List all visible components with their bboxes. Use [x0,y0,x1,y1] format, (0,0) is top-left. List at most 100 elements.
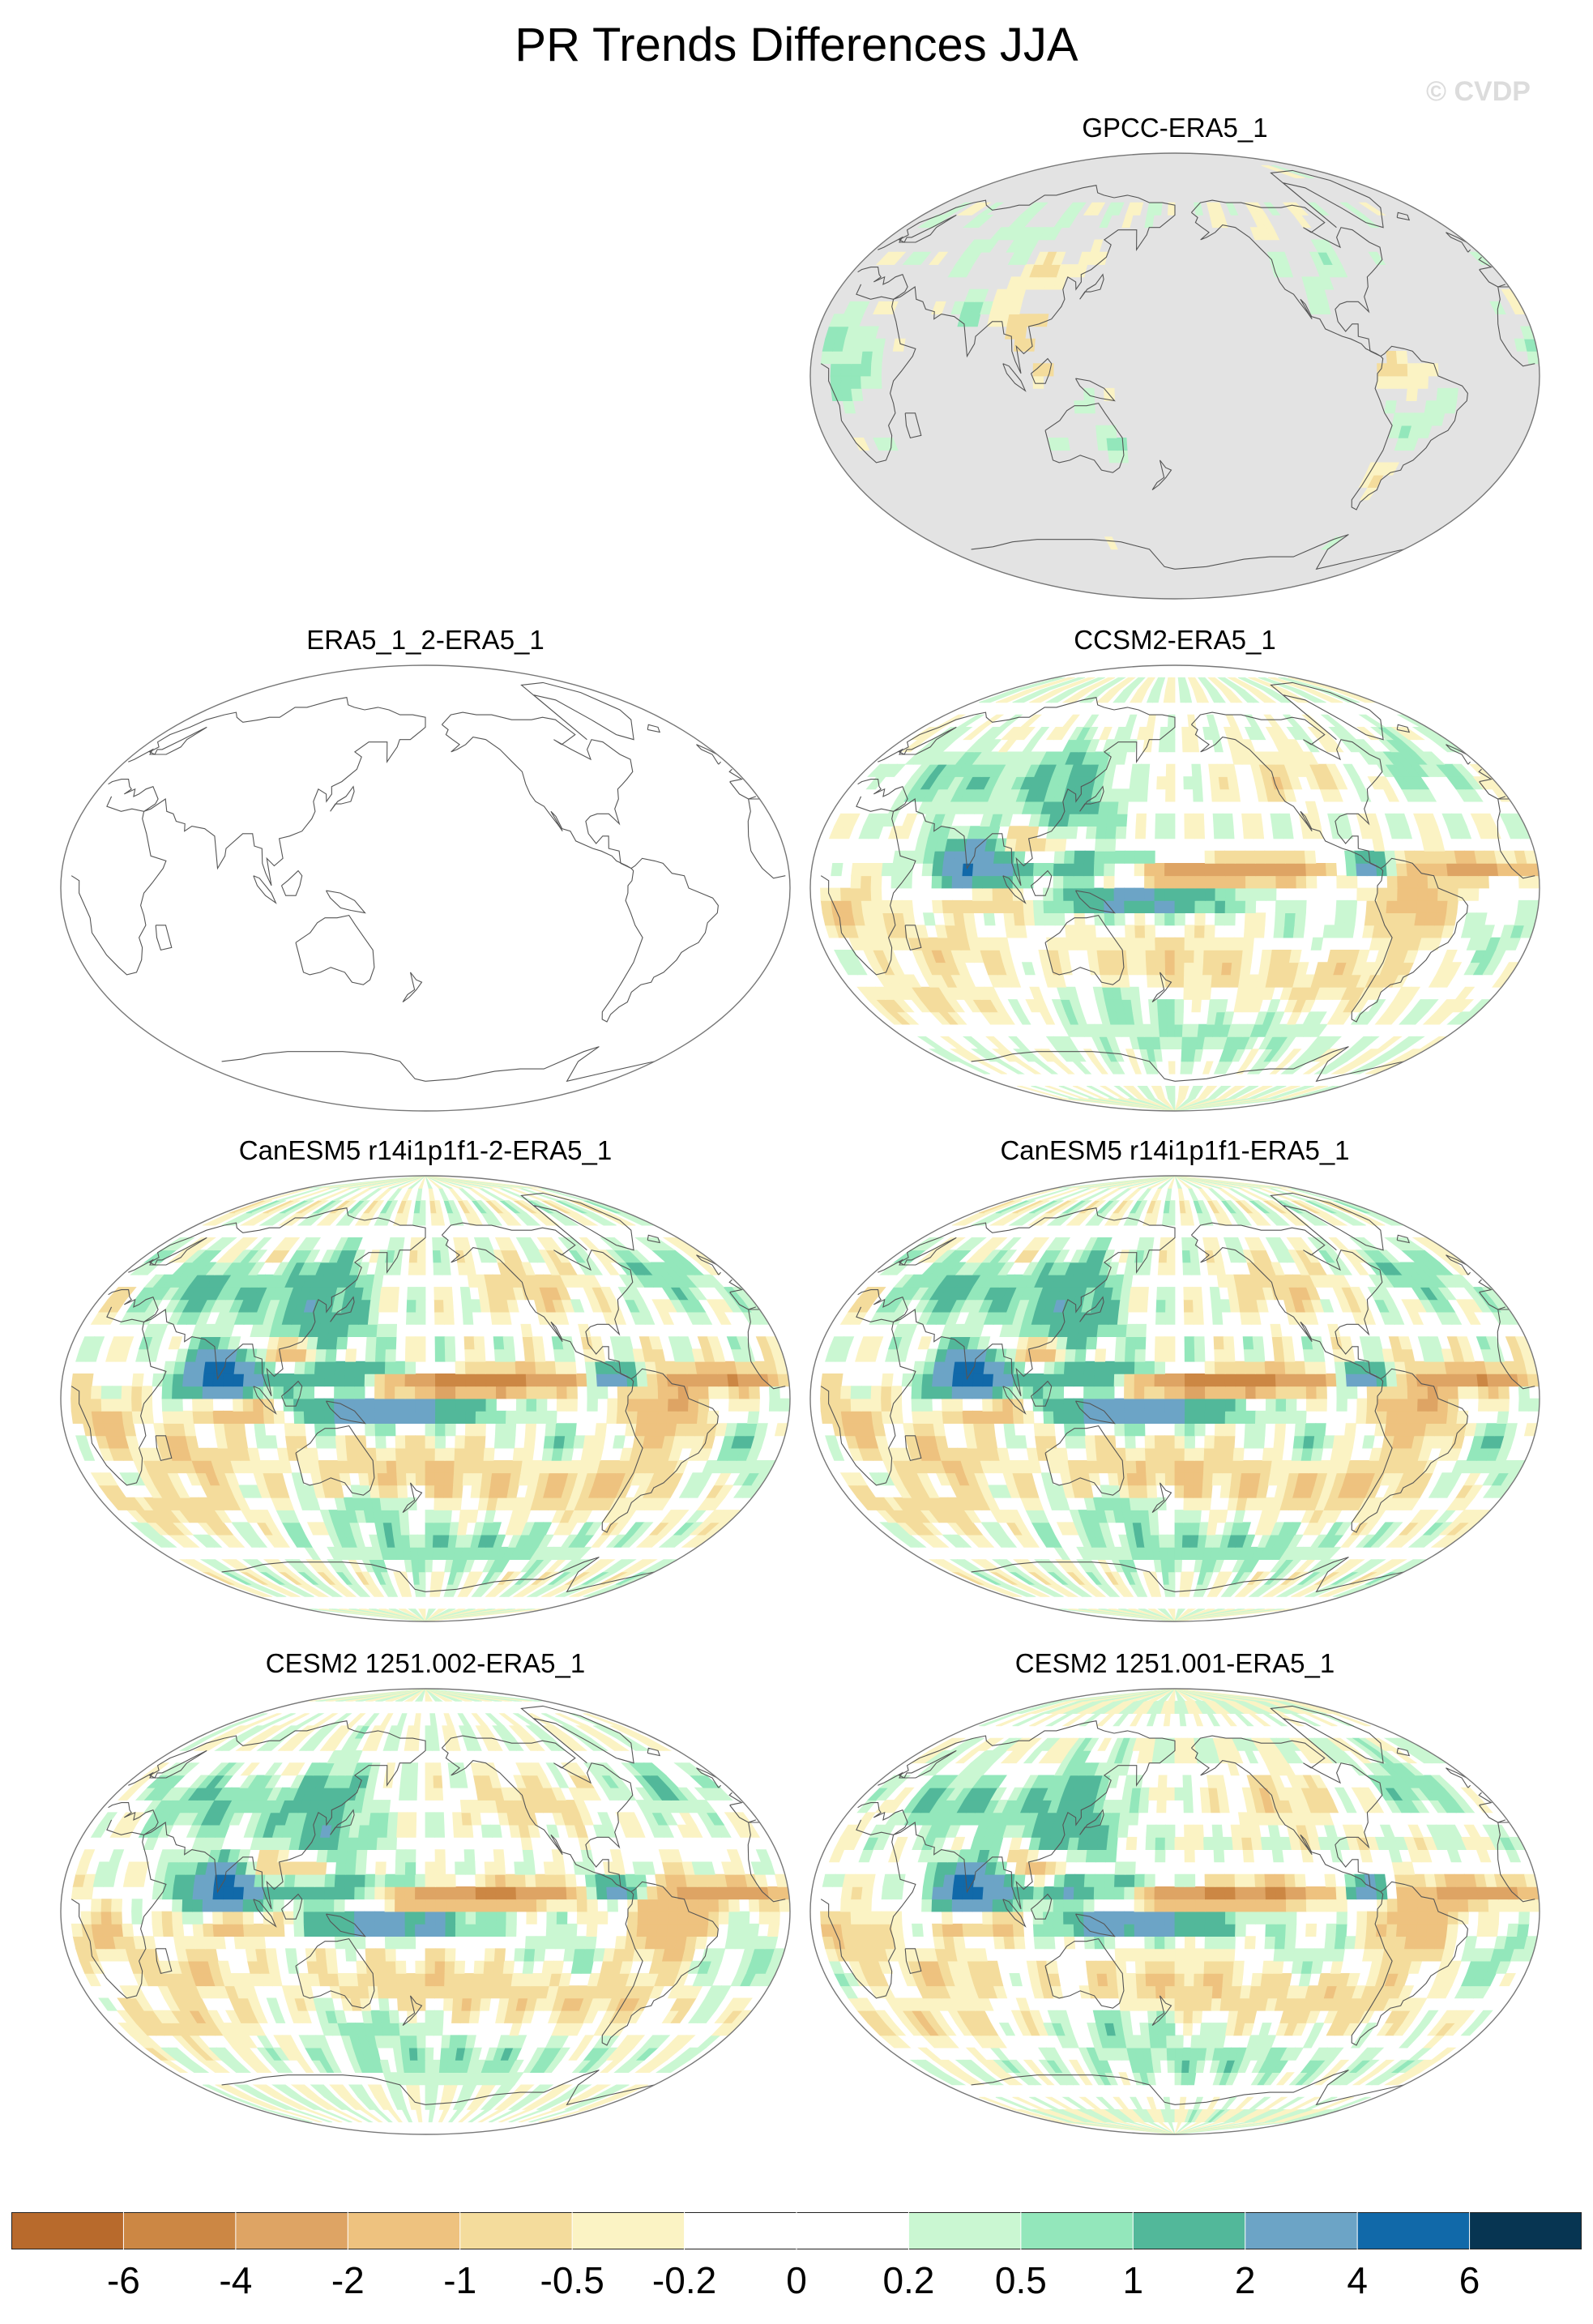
coastline [1151,1995,1172,2027]
coastline [1270,1705,1384,1764]
coastline [402,972,423,1003]
panel-title: CanESM5 r14i1p1f1-2-ERA5_1 [238,1135,613,1165]
colorbar-tick-label: 6 [1458,2259,1480,2301]
map-boundary [809,152,1540,600]
panel-title: CESM2 1251.002-ERA5_1 [265,1648,586,1678]
coastline [601,1881,719,2046]
colorbar-tick-label: 1 [1122,2259,1144,2301]
coastline [1044,914,1125,985]
coastline [857,185,1506,374]
coastline [1190,1222,1383,1380]
coastline [1030,1380,1053,1407]
coastline [155,1435,173,1462]
coastline [108,697,757,886]
coastline [1270,169,1384,229]
coastline [1075,1913,1116,1937]
coastline [1075,1400,1116,1425]
colorbar-tick-label: 4 [1347,2259,1368,2301]
coastline [1030,1893,1053,1920]
coastline [820,284,1535,464]
coastline [1396,1234,1411,1244]
coastline [904,1435,922,1462]
coastline [326,1913,366,1937]
coastline [971,1046,1404,1083]
map-boundary [809,1175,1540,1622]
coastline [1446,232,1471,253]
coastline [1151,972,1172,1003]
coastline [1002,363,1027,392]
coastline [1396,211,1411,221]
coastline [221,2070,655,2106]
precip-trend-map [809,1688,1540,2135]
colorbar-swatch [1020,2212,1134,2249]
coastline [820,796,1535,976]
coastline [1446,1767,1471,1788]
colorbar-tick-label: -6 [106,2259,140,2301]
coastline [857,1207,1506,1397]
colorbar-swatch [1469,2212,1582,2249]
precip-trend-map [60,1175,791,1622]
coastline [280,869,303,896]
coastline [696,1767,721,1788]
coastline [1190,711,1383,869]
coastline [70,796,786,976]
precip-trend-map [809,152,1540,600]
precip-trend-map [809,1175,1540,1622]
figure-title: PR Trends Differences JJA [515,19,1078,71]
coastline [253,875,277,904]
colorbar-swatch [572,2212,685,2249]
map-panel-ccsm2: CCSM2-ERA5_1 [806,624,1544,1126]
map-panel-canesm5-2: CanESM5 r14i1p1f1-2-ERA5_1 [57,1134,794,1637]
colorbar-tick-label: 2 [1234,2259,1256,2301]
coastline [1079,1809,1104,1835]
map-panel-era5-1-2: ERA5_1_2-ERA5_1 [57,624,794,1126]
coastline [1446,744,1471,765]
coastline [647,724,661,733]
coastline [904,412,922,439]
coastline [1396,1747,1411,1757]
coastline [857,697,1506,886]
coastline [1044,1425,1125,1496]
coastline [330,785,355,812]
coastline [1151,459,1172,491]
coastline [402,1995,423,2027]
coastline [155,925,173,951]
map-panel-cesm2-002: CESM2 1251.002-ERA5_1 [57,1647,794,2150]
colorbar-tick-label: -0.5 [540,2259,604,2301]
panel-title: CanESM5 r14i1p1f1-ERA5_1 [1000,1135,1350,1165]
coastline [326,1400,366,1425]
coastline [820,1306,1535,1486]
panel-title: CCSM2-ERA5_1 [1074,625,1276,655]
coastline [330,1296,355,1322]
coastline [441,711,634,869]
colorbar [11,2212,1582,2249]
colorbar-tick-label: -0.2 [651,2259,717,2301]
coastline [155,1948,173,1975]
colorbar-swatch [908,2212,1022,2249]
coastline [696,1254,721,1275]
coastline [70,1819,786,1999]
coastline [402,1482,423,1514]
coastline [1396,724,1411,733]
coastline [1151,1482,1172,1514]
coastline [1351,345,1468,511]
coastline [70,1306,786,1486]
colorbar-swatch [11,2212,124,2249]
map-panel-canesm5: CanESM5 r14i1p1f1-ERA5_1 [806,1134,1544,1637]
coastline [1351,1881,1468,2046]
panel-title: CESM2 1251.001-ERA5_1 [1014,1648,1335,1678]
coastline [1351,857,1468,1023]
coastline [647,1234,661,1244]
coastline [1446,1254,1471,1275]
coastline [330,1809,355,1835]
coastline [1075,890,1116,914]
map-boundary [809,1688,1540,2135]
coastline [295,1937,375,2009]
coastline [971,2070,1404,2106]
colorbar-swatch [235,2212,348,2249]
coastline [1075,378,1116,402]
coastline [108,1207,757,1397]
coastline [441,1222,634,1380]
colorbar-swatch [459,2212,573,2249]
map-panel-cesm2-001: CESM2 1251.001-ERA5_1 [806,1647,1544,2150]
